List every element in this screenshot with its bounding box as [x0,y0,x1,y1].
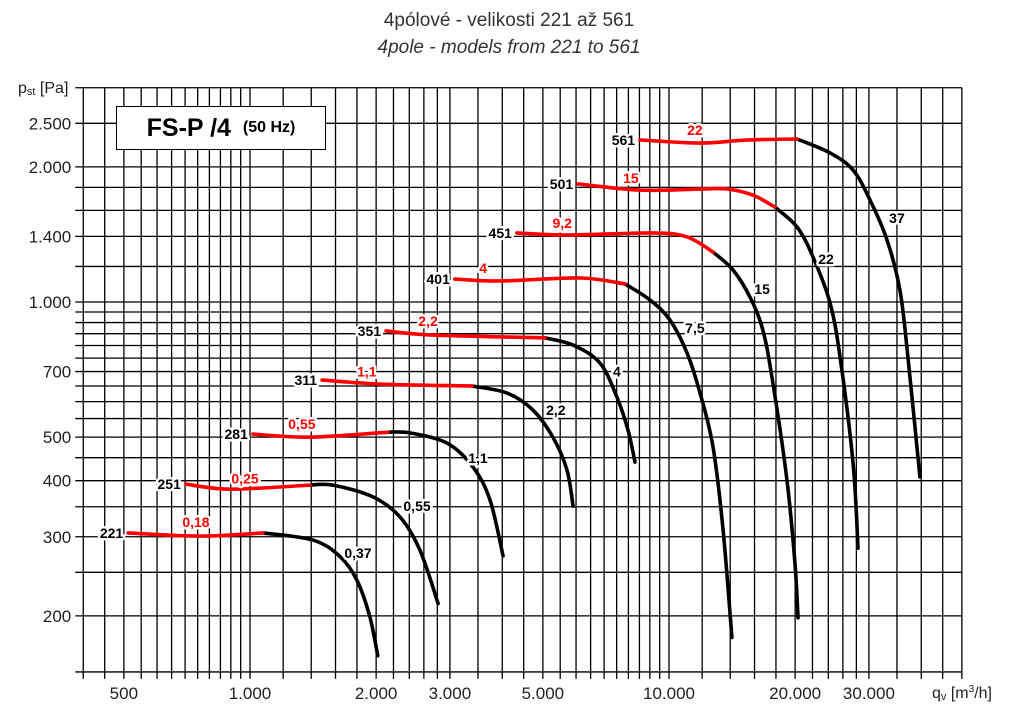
legend-frequency: (50 Hz) [242,119,296,136]
curve-401-black [623,282,734,640]
red-power-label: 0,25 [231,471,258,487]
curves [126,137,922,658]
x-tick-label: 10.000 [643,684,695,703]
red-power-label: 4 [479,260,487,276]
curve-501-black [773,205,860,550]
curve-401-red [453,276,627,286]
model-label: 311 [294,372,317,388]
y-axis-unit: [Pa] [39,80,69,97]
x-tick-label: 30.000 [843,684,895,703]
red-power-label: 2,2 [418,313,438,329]
y-tick-label: 1.400 [29,227,72,246]
x-tick-label: 500 [110,684,138,703]
red-power-label: 0,55 [288,416,315,432]
black-power-label: 4 [613,363,621,379]
y-axis-symbol: p [18,80,27,97]
red-power-label: 0,18 [182,514,209,530]
x-axis-label: qv [m3/h] [932,684,992,703]
curve-311-red [320,378,474,388]
curve-351-red [384,329,547,340]
grid [75,87,963,679]
x-tick-label: 2.000 [355,684,398,703]
curve-labels: 221 0,18 0,37 251 0,25 0,55 281 0,55 1,1 311 1,1 2,… [97,119,907,563]
curve-221-red [126,531,265,538]
x-tick-label: 1.000 [229,684,272,703]
x-axis-symbol: q [932,685,941,702]
curve-561-black [795,137,922,479]
red-power-label: 1,1 [357,363,377,379]
y-tick-label: 500 [43,428,71,447]
legend-box: FS-P /4 (50 Hz) [116,106,326,150]
red-power-label: 22 [687,122,703,138]
black-power-label: 0,55 [403,498,430,514]
model-label: 561 [612,132,636,148]
axis-ticks: 500 1.000 2.000 3.000 5.000 10.000 20.000 30.00… [29,114,895,703]
curve-221-black [261,531,380,658]
y-tick-label: 1.000 [29,293,72,312]
model-label: 251 [158,476,182,492]
curve-251-black [308,482,440,606]
x-axis-unit-pre: [m [950,685,969,702]
model-label: 351 [358,323,382,339]
x-tick-label: 5.000 [522,684,565,703]
curve-451-black [711,250,800,620]
y-tick-label: 2.500 [29,114,72,133]
red-power-label: 9,2 [552,215,572,231]
curve-501-red [576,182,777,209]
black-power-label: 2,2 [546,402,566,418]
model-label: 501 [550,176,574,192]
y-tick-label: 700 [43,363,71,382]
chart-subtitle: 4pole - models from 221 to 561 [377,37,641,58]
black-power-label: 37 [889,210,905,226]
y-axis-label: pst [Pa] [18,80,68,98]
black-power-label: 15 [754,281,770,297]
curve-281-black [386,430,505,558]
curve-251-red [184,482,312,491]
chart-title: 4pólové - velikosti 221 až 561 [383,10,635,31]
x-axis-unit-sup: 3 [968,684,975,695]
model-label: 281 [225,426,249,442]
black-power-label: 0,37 [344,545,371,561]
x-tick-label: 3.000 [429,684,472,703]
curve-351-black [543,336,637,464]
model-label: 401 [427,271,451,287]
y-axis-subscript: st [26,86,36,98]
curve-451-red [515,231,715,254]
x-tick-label: 20.000 [769,684,821,703]
y-tick-label: 2.000 [29,158,72,177]
y-tick-label: 400 [43,472,71,491]
y-tick-label: 300 [43,528,71,547]
black-power-label: 1,1 [468,450,488,466]
x-axis-unit-post: /h] [974,685,992,702]
model-label: 451 [489,225,513,241]
red-power-label: 15 [623,170,639,186]
x-axis-subscript: v [940,691,947,703]
black-power-label: 22 [818,251,834,267]
curve-311-black [470,384,575,508]
curve-281-red [251,430,390,439]
black-power-label: 7,5 [685,320,705,336]
curve-561-red [638,137,799,145]
legend-model: FS-P /4 [146,113,231,142]
y-tick-label: 200 [43,607,71,626]
model-label: 221 [100,525,124,541]
